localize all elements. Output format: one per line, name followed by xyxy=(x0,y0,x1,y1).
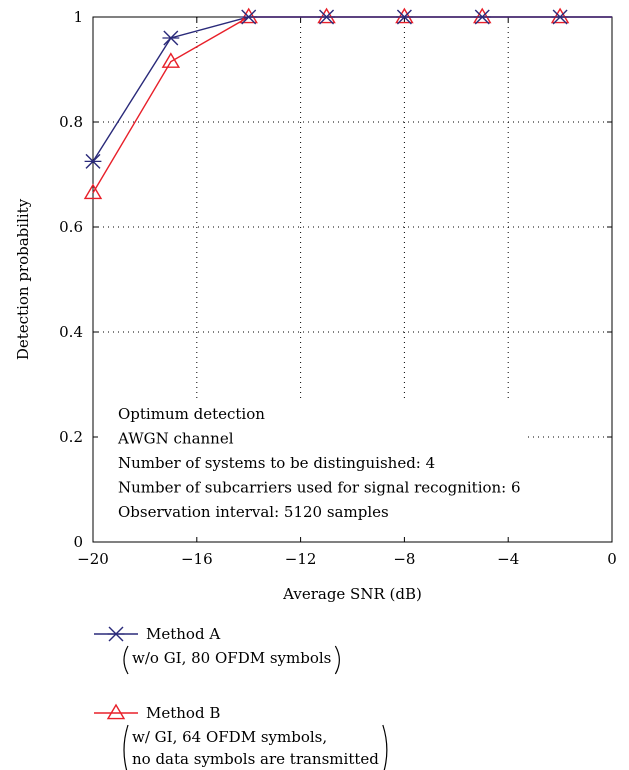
y-tick-label: 0 xyxy=(73,533,83,551)
legend-detail: no data symbols are transmitted xyxy=(132,750,379,768)
legend-detail: w/ GI, 64 OFDM symbols, xyxy=(132,728,327,746)
x-tick-label: −8 xyxy=(393,550,415,568)
legend: Method A w/o GI, 80 OFDM symbols Method B w… xyxy=(94,625,388,770)
x-tick-label: −20 xyxy=(77,550,109,568)
data-point xyxy=(317,7,336,24)
grid-lines xyxy=(93,17,612,438)
data-point xyxy=(318,9,335,25)
annotation-box: Optimum detection AWGN channel Number of s… xyxy=(117,405,521,521)
series-group xyxy=(83,7,612,200)
x-tick-label: −16 xyxy=(181,550,213,568)
data-point xyxy=(161,52,181,68)
data-point xyxy=(473,9,491,25)
data-point xyxy=(395,7,414,24)
annotation-line: AWGN channel xyxy=(117,430,234,448)
annotation-line: Optimum detection xyxy=(118,405,265,423)
series-line xyxy=(92,16,612,162)
x-tick-label: −12 xyxy=(285,550,317,568)
legend-detail: w/o GI, 80 OFDM symbols xyxy=(132,649,331,667)
legend-paren-left xyxy=(123,645,129,675)
axis-ticks: −20 −16 −12 −8 −4 0 0 0.2 0.4 0.6 0.8 1 xyxy=(59,8,617,568)
legend-entry: Method B xyxy=(146,704,220,722)
annotation-line: Observation interval: 5120 samples xyxy=(118,503,389,521)
data-point xyxy=(551,9,569,25)
legend-paren-right xyxy=(334,645,340,675)
legend-marker xyxy=(106,703,126,720)
data-point xyxy=(396,9,413,25)
series-line xyxy=(92,16,612,194)
annotation-line: Number of systems to be distinguished: 4 xyxy=(118,454,435,472)
data-point xyxy=(84,153,102,169)
y-tick-label: 1 xyxy=(73,8,83,26)
y-tick-label: 0.4 xyxy=(59,323,83,341)
annotation-line: Number of subcarriers used for signal re… xyxy=(118,479,521,497)
legend-entry: Method A xyxy=(146,625,220,643)
y-axis-label: Detection probability xyxy=(14,198,32,360)
legend-paren-left xyxy=(123,724,129,770)
data-point xyxy=(240,9,258,25)
data-point xyxy=(550,7,570,24)
x-tick-label: 0 xyxy=(607,550,617,568)
x-axis-label: Average SNR (dB) xyxy=(282,585,422,603)
y-tick-label: 0.2 xyxy=(59,428,83,446)
y-tick-label: 0.8 xyxy=(59,113,83,131)
x-tick-label: −4 xyxy=(497,550,519,568)
legend-marker xyxy=(107,626,125,642)
y-tick-label: 0.6 xyxy=(59,218,83,236)
data-point xyxy=(473,7,492,24)
legend-paren-right xyxy=(382,724,388,770)
data-point xyxy=(162,30,180,46)
data-point xyxy=(239,7,258,24)
data-point xyxy=(83,183,103,200)
